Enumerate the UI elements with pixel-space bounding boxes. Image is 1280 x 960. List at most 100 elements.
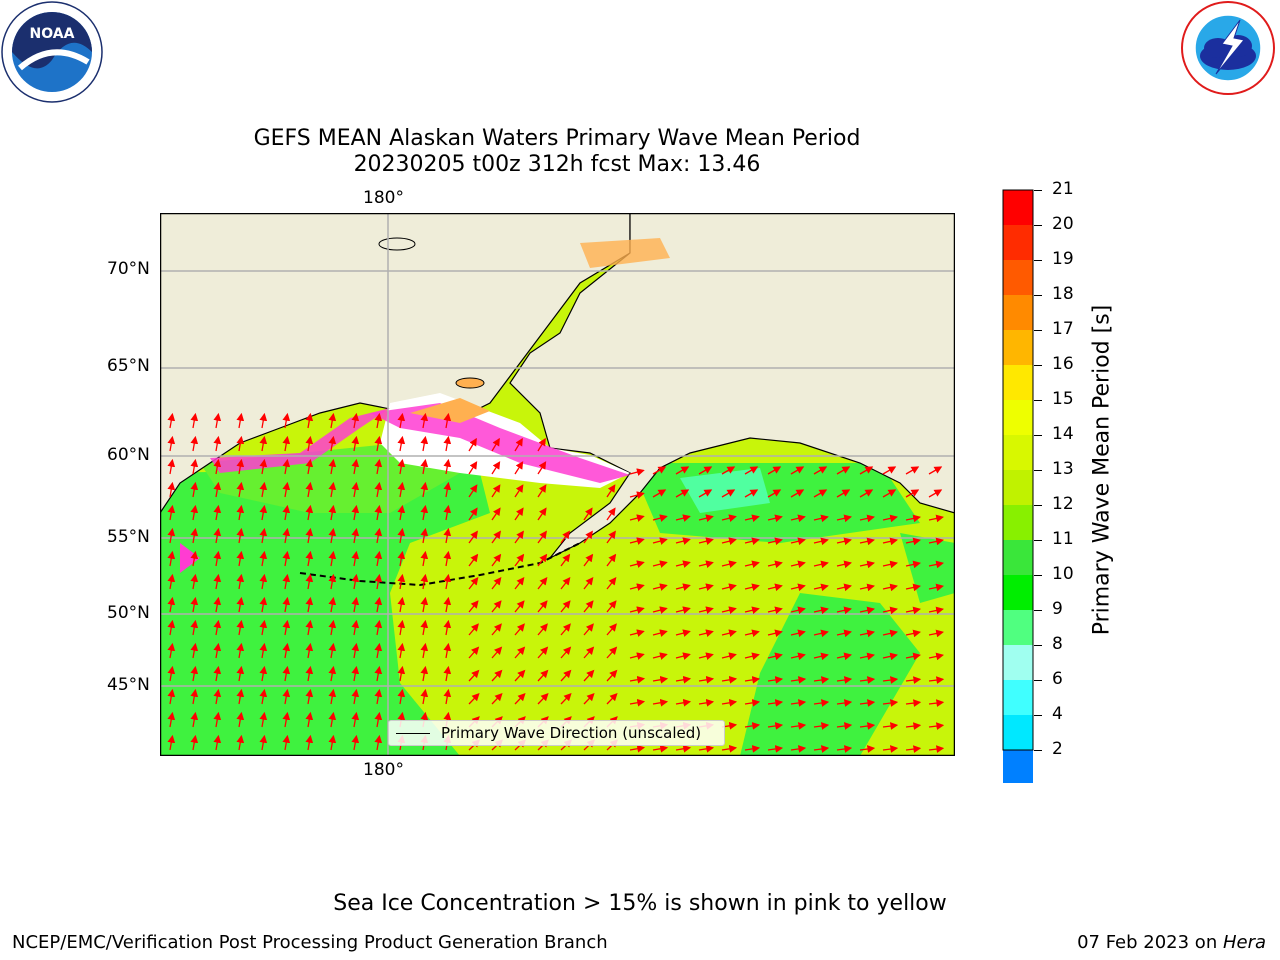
wave-arrow (859, 699, 876, 707)
wave-arrow (514, 507, 524, 521)
wave-arrow (859, 537, 875, 546)
wave-arrow (606, 692, 618, 705)
wave-arrow (560, 576, 571, 590)
wave-arrow (420, 642, 429, 659)
wave-arrow (537, 600, 548, 613)
wave-arrow (767, 629, 783, 638)
wave-arrow (236, 619, 245, 636)
wave-arrow (397, 527, 406, 544)
wave-arrow (236, 527, 245, 544)
colorbar-tick-label: 4 (1052, 704, 1063, 724)
wave-arrow (560, 623, 571, 636)
wave-arrow (882, 560, 898, 569)
wave-arrow (882, 652, 898, 661)
wave-arrow (259, 481, 268, 498)
wave-arrow (236, 642, 245, 659)
wave-arrow (514, 692, 526, 705)
wave-arrow (514, 669, 526, 682)
wave-arrow (836, 652, 852, 661)
wave-arrow (213, 412, 222, 429)
wave-arrow (767, 537, 783, 546)
colorbar-tick-label: 10 (1052, 564, 1074, 584)
wave-arrow (698, 744, 715, 753)
wave-arrow (790, 560, 806, 569)
wave-arrow (767, 606, 783, 615)
wave-arrow (190, 711, 199, 728)
wave-arrow (537, 437, 546, 452)
wave-arrow (397, 688, 406, 705)
wave-arrow (652, 629, 668, 637)
colorbar-tick-mark (1034, 365, 1042, 366)
wave-arrow (190, 596, 199, 613)
wave-arrow (767, 560, 783, 569)
wave-arrow (167, 481, 176, 498)
wave-arrow (560, 530, 570, 544)
wave-arrow (675, 698, 692, 707)
wave-arrow (905, 537, 921, 546)
wave-arrow (443, 619, 452, 636)
wave-arrow (813, 745, 830, 753)
wave-arrow (537, 692, 549, 705)
wave-arrow (790, 466, 805, 475)
colorbar-segment (1003, 330, 1033, 365)
wave-arrow (468, 553, 479, 567)
wave-arrow (167, 412, 176, 429)
wave-arrow (859, 560, 875, 569)
wave-arrow (675, 606, 691, 614)
wave-arrow (767, 676, 784, 684)
wave-arrow (790, 629, 806, 638)
colorbar-tick-label: 19 (1052, 249, 1074, 269)
wave-arrow (744, 606, 760, 615)
wave-arrow (514, 576, 525, 590)
wave-arrow (629, 537, 645, 545)
wave-arrow (443, 665, 452, 682)
colorbar-tick-label: 9 (1052, 599, 1063, 619)
wave-arrow (259, 734, 268, 751)
noaa-logo-text: NOAA (30, 26, 75, 42)
wave-arrow (928, 560, 944, 569)
wave-arrow (374, 435, 383, 452)
wave-arrow (560, 553, 571, 567)
wave-arrow (328, 435, 337, 452)
wave-arrow (236, 481, 245, 498)
wave-arrow (397, 435, 406, 452)
wave-arrow (652, 744, 669, 753)
wave-arrow (190, 458, 199, 475)
wave-arrow (167, 527, 176, 544)
colorbar-tick-label: 12 (1052, 494, 1074, 514)
wave-arrow (259, 412, 268, 429)
wave-arrow (698, 489, 713, 498)
wave-arrow (236, 734, 245, 751)
wave-arrow (236, 596, 245, 613)
colorbar-tick-label: 21 (1052, 179, 1074, 199)
wave-arrow (537, 484, 547, 498)
wave-arrow (305, 435, 314, 452)
wave-arrow (905, 489, 920, 498)
wave-arrow (259, 596, 268, 613)
colorbar-tick-mark (1034, 435, 1042, 436)
wave-arrow (351, 642, 360, 659)
chart-subtitle: 20230205 t00z 312h fcst Max: 13.46 (353, 152, 761, 177)
wave-arrow (236, 550, 245, 567)
lon-label-top: 180° (363, 188, 404, 208)
wave-arrow (675, 629, 691, 637)
wave-arrow (213, 573, 222, 590)
wave-arrow (282, 596, 291, 613)
colorbar-tick-mark (1034, 190, 1042, 191)
wave-arrow (328, 550, 337, 567)
wave-arrow (351, 550, 360, 567)
wave-arrow (606, 553, 617, 567)
wave-arrow (537, 669, 549, 682)
wave-arrow (652, 514, 668, 522)
wave-arrow (606, 623, 617, 636)
wave-arrow (374, 527, 383, 544)
wave-arrow (652, 675, 669, 684)
wave-arrow (190, 550, 199, 567)
wave-arrow (443, 458, 452, 475)
wave-arrow (514, 600, 525, 613)
colorbar-tick-mark (1034, 260, 1042, 261)
colorbar-tick-mark (1034, 540, 1042, 541)
wave-arrow (443, 435, 452, 452)
sea-ice-orange (410, 398, 490, 423)
colorbar-tick-label: 2 (1052, 739, 1063, 759)
